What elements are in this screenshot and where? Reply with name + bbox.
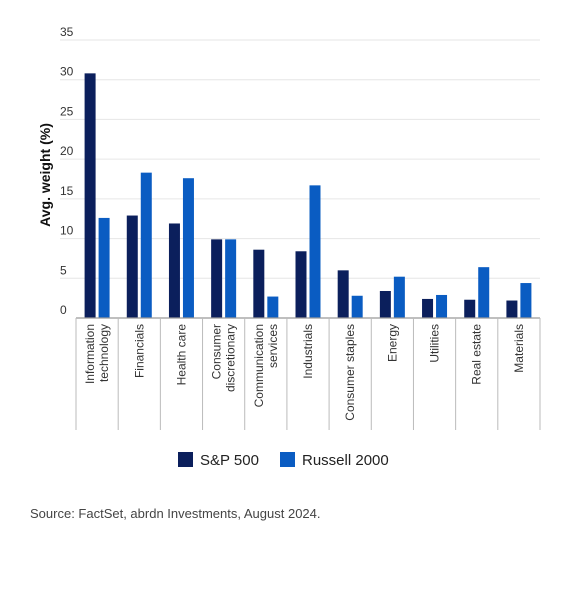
- x-tick-label: Real estate: [470, 324, 484, 385]
- bar-russell2000: [478, 267, 490, 318]
- bar-russell2000: [140, 172, 152, 318]
- bar-sp500: [126, 215, 138, 318]
- bar-russell2000: [309, 185, 321, 318]
- legend: S&P 500 Russell 2000: [178, 452, 389, 469]
- y-axis-label: Avg. weight (%): [37, 123, 53, 227]
- x-tick-label: Utilities: [428, 324, 442, 363]
- x-tick-label: Industrials: [301, 324, 315, 379]
- x-tick-label: Consumerdiscretionary: [210, 324, 238, 392]
- bar-russell2000: [436, 294, 448, 318]
- x-axis: Informationtechnology Financials Health ca…: [75, 317, 541, 430]
- bar-russell2000: [393, 276, 405, 318]
- x-tick-label: Materials: [512, 324, 526, 373]
- legend-label: Russell 2000: [302, 452, 389, 469]
- x-tick-label: Energy: [385, 324, 399, 362]
- bar-sp500: [464, 299, 476, 318]
- x-tick-label: Health care: [174, 324, 188, 386]
- y-tick-label: 15: [60, 184, 74, 198]
- y-axis-ticks: 0 5 10 15 20 25 30 35: [60, 25, 74, 317]
- x-tick-label: Consumer staples: [343, 324, 357, 421]
- bar-sp500: [253, 249, 265, 318]
- bar-sp500: [168, 223, 180, 318]
- bar-sp500: [422, 298, 434, 318]
- bar-sp500: [379, 290, 391, 318]
- source-note: Source: FactSet, abrdn Investments, Augu…: [30, 506, 321, 521]
- bar-russell2000: [98, 217, 110, 318]
- y-tick-label: 10: [60, 224, 74, 238]
- y-tick-label: 20: [60, 144, 74, 158]
- bar-sp500: [84, 73, 96, 318]
- y-tick-label: 5: [60, 263, 67, 277]
- bar-russell2000: [182, 178, 194, 318]
- bar-russell2000: [225, 239, 237, 318]
- y-tick-label: 30: [60, 65, 74, 79]
- bar-sp500: [295, 251, 307, 318]
- bar-russell2000: [351, 295, 363, 318]
- x-tick-label: Communicationservices: [252, 324, 280, 407]
- bar-sp500: [211, 239, 223, 318]
- gridlines: [60, 39, 540, 279]
- y-tick-label: 0: [60, 303, 67, 317]
- bar-russell2000: [520, 283, 532, 318]
- y-tick-label: 25: [60, 104, 74, 118]
- legend-swatch: [178, 452, 193, 467]
- x-tick-label: Financials: [132, 324, 146, 378]
- bar-russell2000: [267, 296, 279, 318]
- bars: [84, 73, 532, 318]
- bar-sp500: [337, 270, 349, 318]
- x-tick-label: Informationtechnology: [83, 324, 111, 384]
- y-tick-label: 35: [60, 25, 74, 39]
- legend-label: S&P 500: [200, 452, 259, 469]
- legend-swatch: [280, 452, 295, 467]
- bar-sp500: [506, 300, 518, 318]
